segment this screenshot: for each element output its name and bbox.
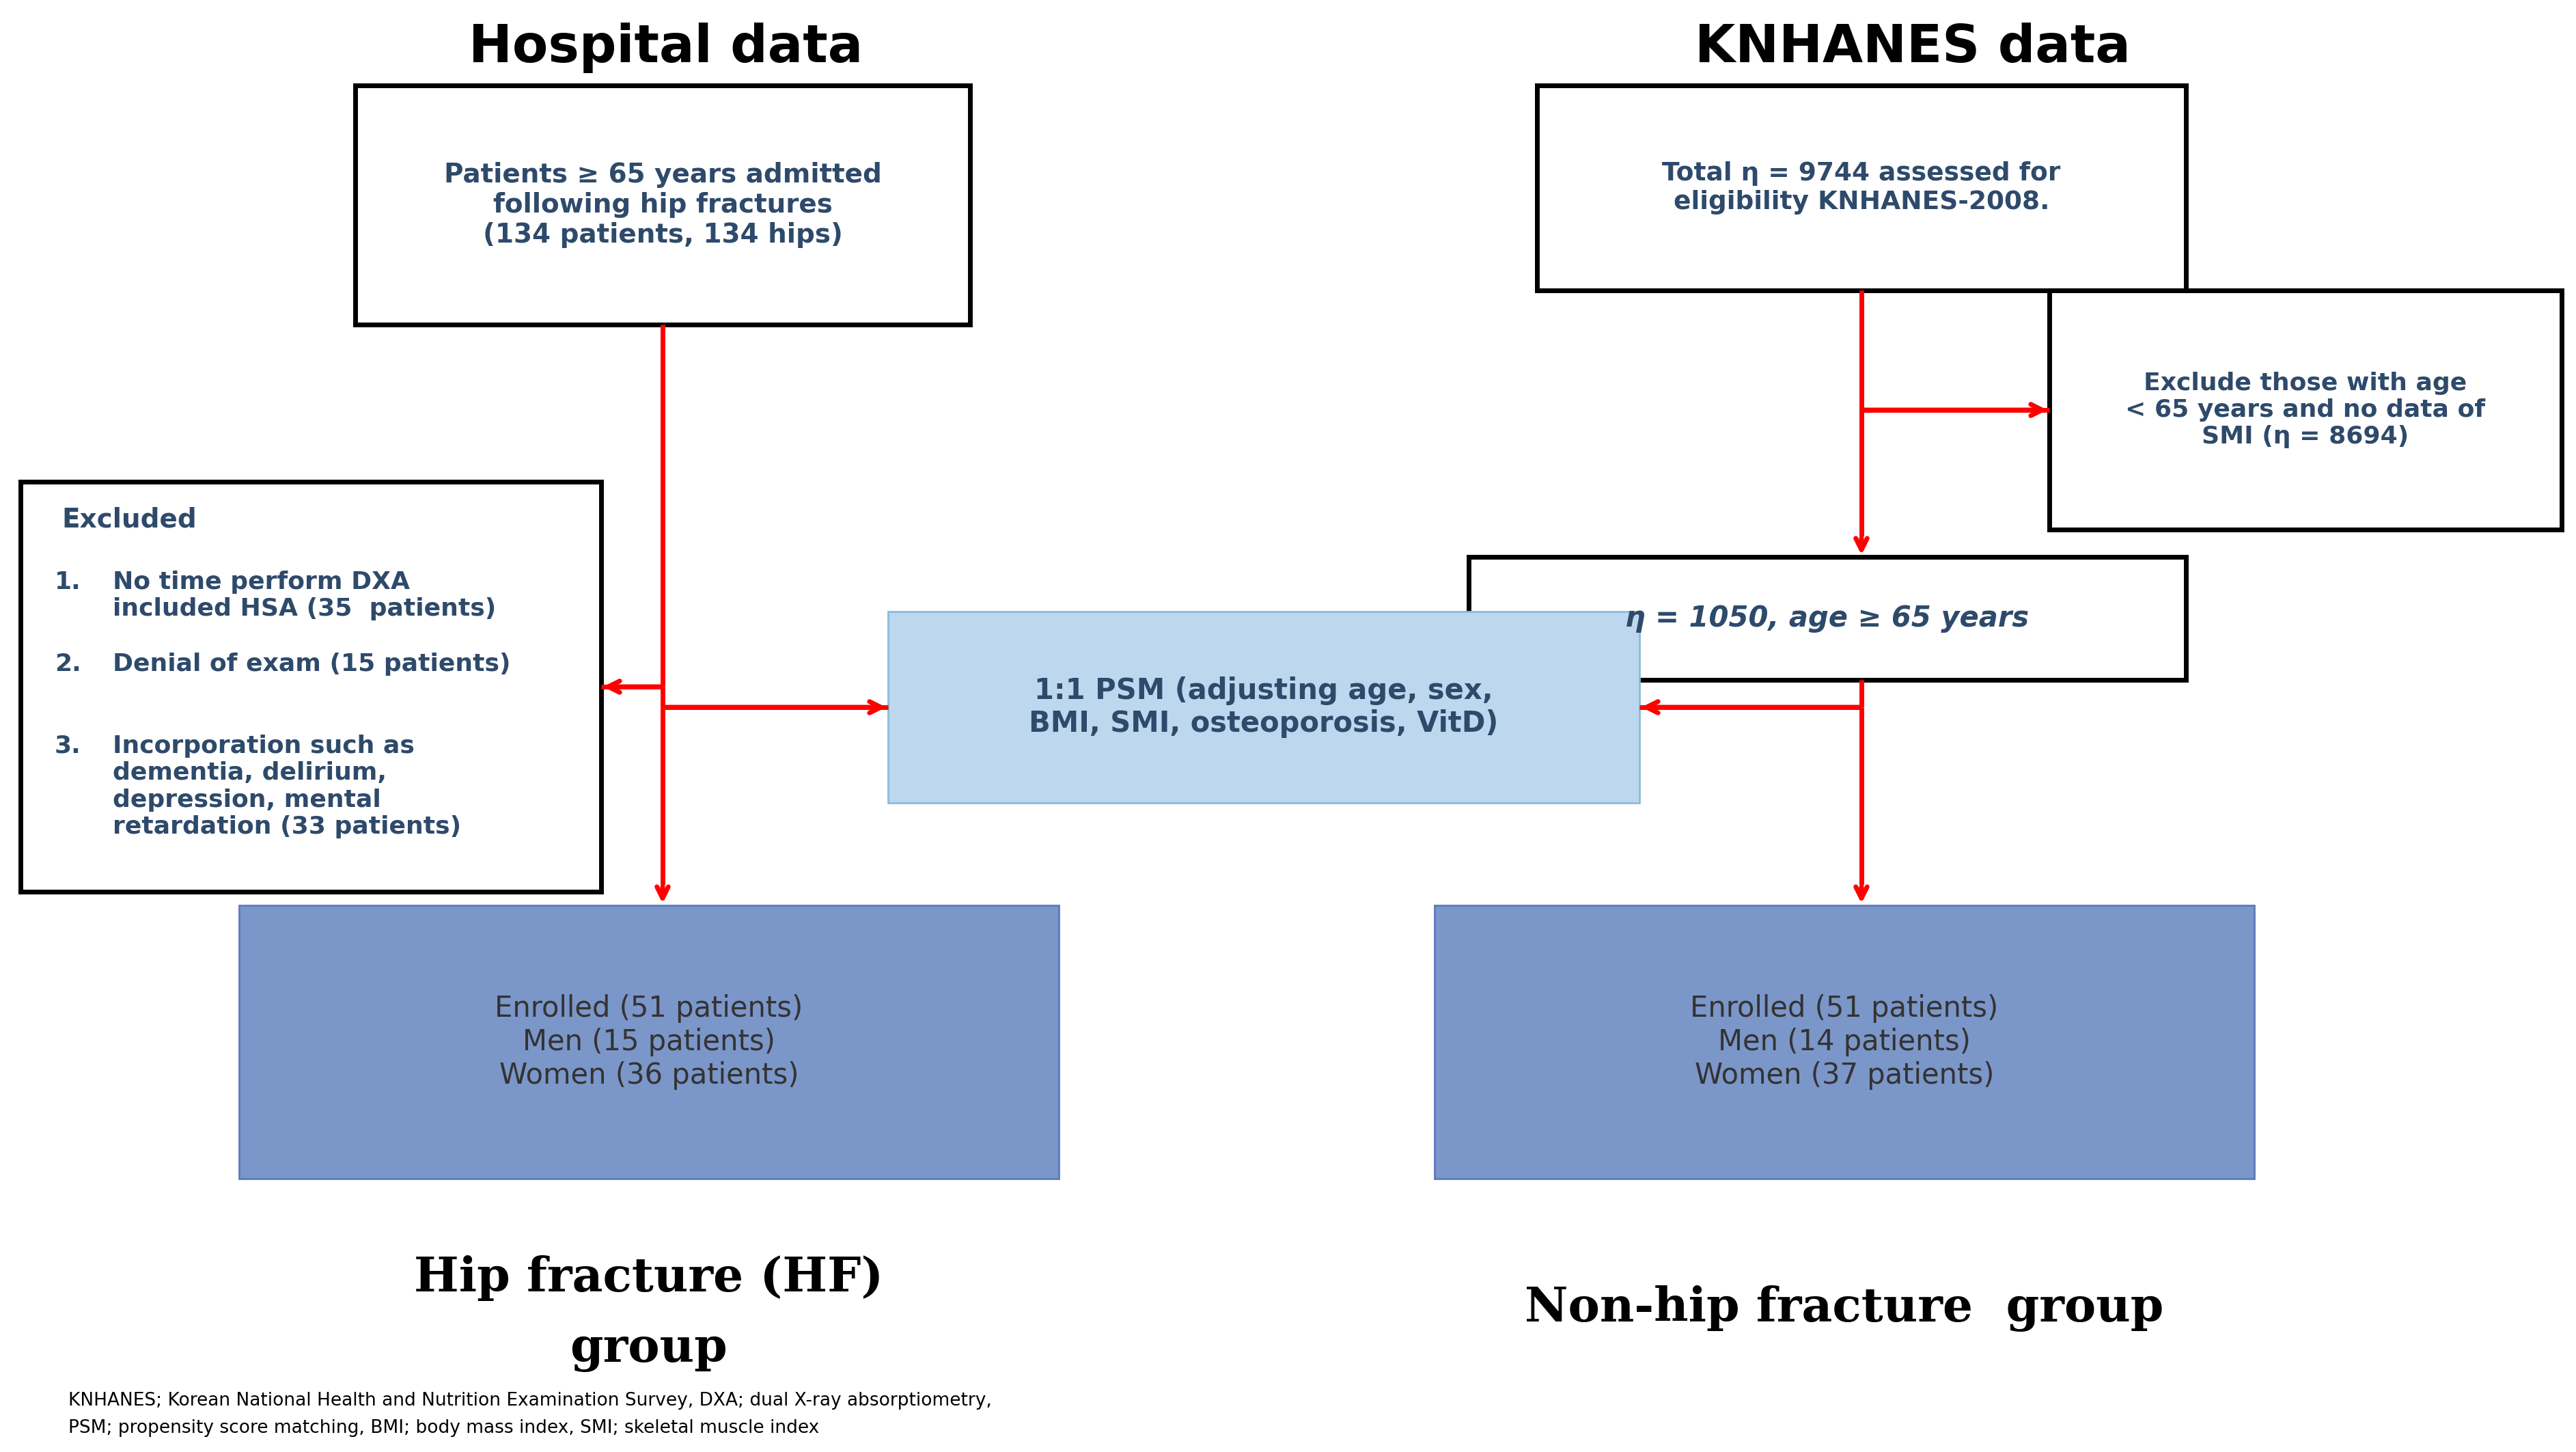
Text: Hip fracture (HF): Hip fracture (HF) — [415, 1255, 884, 1301]
FancyBboxPatch shape — [1538, 86, 2187, 290]
FancyBboxPatch shape — [2050, 290, 2561, 530]
Text: Total η = 9744 assessed for
eligibility KNHANES-2008.: Total η = 9744 assessed for eligibility … — [1662, 161, 2061, 215]
Text: 1:1 PSM (adjusting age, sex,
BMI, SMI, osteoporosis, VitD): 1:1 PSM (adjusting age, sex, BMI, SMI, o… — [1028, 677, 1499, 738]
Text: Enrolled (51 patients)
Men (15 patients)
Women (36 patients): Enrolled (51 patients) Men (15 patients)… — [495, 995, 804, 1089]
Text: 1.: 1. — [54, 571, 80, 594]
FancyBboxPatch shape — [1435, 906, 2254, 1179]
Text: 3.: 3. — [54, 735, 80, 758]
Text: KNHANES; Korean National Health and Nutrition Examination Survey, DXA; dual X-ra: KNHANES; Korean National Health and Nutr… — [70, 1392, 992, 1410]
Text: KNHANES data: KNHANES data — [1695, 23, 2130, 73]
Text: Patients ≥ 65 years admitted
following hip fractures
(134 patients, 134 hips): Patients ≥ 65 years admitted following h… — [443, 163, 881, 248]
Text: Exclude those with age
< 65 years and no data of
SMI (η = 8694): Exclude those with age < 65 years and no… — [2125, 372, 2486, 449]
Text: 2.: 2. — [54, 652, 80, 675]
Text: Excluded: Excluded — [62, 507, 196, 533]
FancyBboxPatch shape — [240, 906, 1059, 1179]
Text: group: group — [569, 1327, 729, 1372]
Text: Non-hip fracture  group: Non-hip fracture group — [1525, 1285, 2164, 1331]
Text: Hospital data: Hospital data — [469, 23, 863, 73]
Text: PSM; propensity score matching, BMI; body mass index, SMI; skeletal muscle index: PSM; propensity score matching, BMI; bod… — [70, 1419, 819, 1437]
FancyBboxPatch shape — [1468, 558, 2187, 680]
Text: Enrolled (51 patients)
Men (14 patients)
Women (37 patients): Enrolled (51 patients) Men (14 patients)… — [1690, 995, 1999, 1089]
FancyBboxPatch shape — [21, 482, 600, 892]
FancyBboxPatch shape — [889, 611, 1638, 803]
FancyBboxPatch shape — [355, 86, 971, 325]
Text: Incorporation such as
dementia, delirium,
depression, mental
retardation (33 pat: Incorporation such as dementia, delirium… — [113, 735, 461, 839]
Text: η = 1050, age ≥ 65 years: η = 1050, age ≥ 65 years — [1625, 604, 2030, 633]
Text: No time perform DXA
included HSA (35  patients): No time perform DXA included HSA (35 pat… — [113, 571, 497, 620]
Text: Denial of exam (15 patients): Denial of exam (15 patients) — [113, 652, 510, 675]
